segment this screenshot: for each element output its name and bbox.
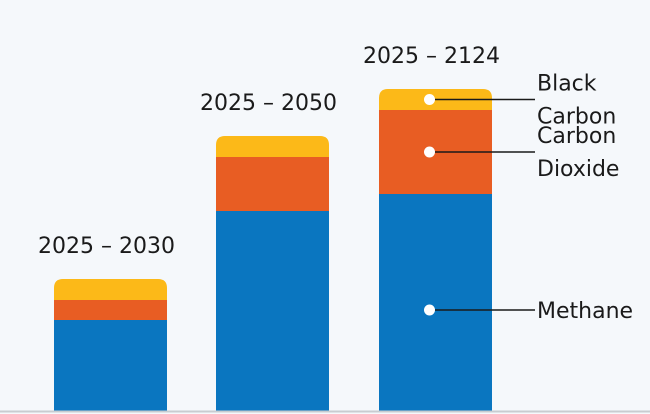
bar-segment-carbon-dioxide [216, 157, 329, 211]
bar-segment-methane [216, 211, 329, 411]
category-label: 2025 – 2124 [363, 44, 500, 69]
category-label: 2025 – 2050 [200, 91, 337, 116]
annotation-label-methane: Methane [537, 299, 633, 324]
annotation-dot-black-carbon [424, 94, 435, 105]
annotation-label-carbon-dioxide: Dioxide [537, 157, 619, 182]
bar-segment-black-carbon [54, 279, 167, 300]
annotation-label-black-carbon: Carbon [537, 105, 616, 130]
bar-segment-carbon-dioxide [54, 300, 167, 320]
annotation-label-black-carbon: Black [537, 72, 597, 97]
bar-segment-black-carbon [216, 136, 329, 157]
category-labels: 2025 – 2030 2025 – 2050 2025 – 2124 [38, 44, 500, 259]
category-label: 2025 – 2030 [38, 234, 175, 259]
bar-segment-methane [379, 194, 492, 411]
annotation-dot-carbon-dioxide [424, 146, 435, 158]
annotation-dot-methane [424, 304, 435, 316]
bars-group [54, 89, 492, 411]
bar-segment-methane [54, 320, 167, 411]
annotation-label-carbon-dioxide: Carbon [537, 124, 616, 149]
